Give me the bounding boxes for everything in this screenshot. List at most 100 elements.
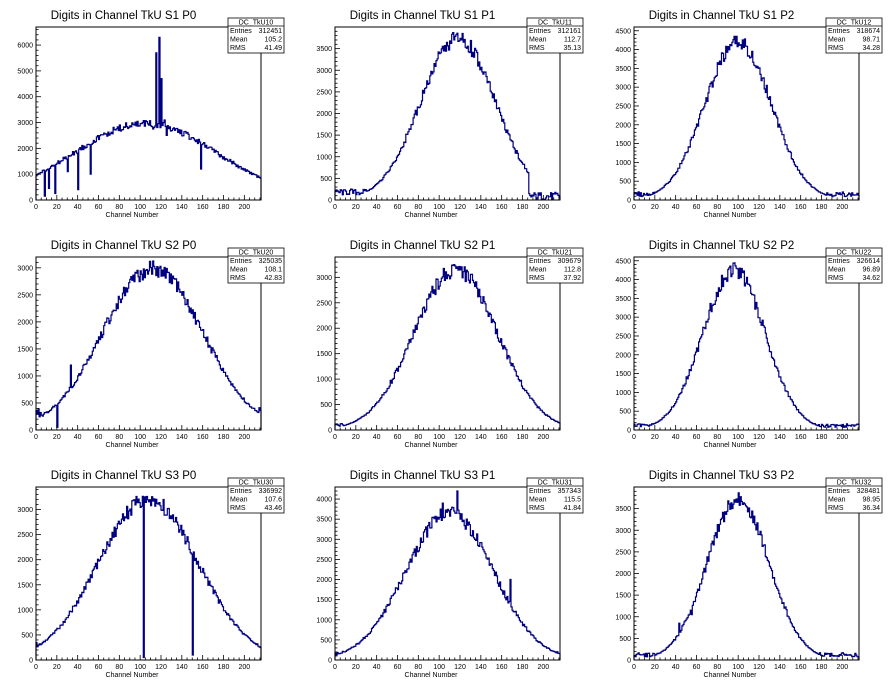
stats-label-rms: RMS: [828, 505, 844, 512]
stats-value-entries: 336992: [259, 488, 282, 495]
y-tick-label: 0: [29, 428, 33, 435]
x-tick-label: 180: [816, 664, 828, 671]
y-tick-label: 1500: [316, 351, 332, 358]
panel-title: Digits in Channel TkU S3 P0: [51, 470, 197, 482]
y-tick-label: 500: [619, 179, 631, 186]
x-tick-label: 100: [732, 434, 744, 441]
x-tick-label: 200: [238, 664, 250, 671]
stats-value-entries: 318674: [857, 28, 880, 35]
x-tick-label: 200: [537, 204, 549, 211]
panel-title: Digits in Channel TkU S2 P1: [350, 240, 496, 252]
histogram-panel-9: Digits in Channel TkU S3 P2 0 20 40 60 80 100 1…: [615, 470, 883, 679]
y-tick-label: 500: [619, 636, 631, 643]
y-tick-label: 2000: [615, 352, 631, 359]
x-tick-label: 40: [672, 204, 680, 211]
x-tick-label: 160: [496, 204, 508, 211]
x-tick-label: 60: [693, 204, 701, 211]
y-tick-label: 5000: [17, 68, 33, 75]
y-tick-label: 3500: [316, 517, 332, 524]
x-tick-label: 80: [713, 204, 721, 211]
histogram-series: [633, 492, 860, 660]
x-tick-label: 160: [795, 434, 807, 441]
plot-frame: [35, 26, 262, 201]
stats-value-rms: 36.34: [862, 505, 880, 512]
x-tick-label: 60: [394, 204, 402, 211]
stats-value-rms: 35.13: [563, 45, 581, 52]
stats-name: DC_TkU20: [239, 250, 274, 257]
x-tick-label: 100: [433, 434, 445, 441]
x-tick-label: 120: [753, 204, 765, 211]
stats-label-mean: Mean: [529, 267, 547, 274]
y-tick-label: 0: [29, 198, 33, 205]
x-tick-label: 100: [134, 664, 146, 671]
stats-value-mean: 107.6: [264, 497, 282, 504]
x-tick-label: 180: [517, 204, 529, 211]
y-tick-label: 1500: [316, 133, 332, 140]
histogram-panel-3: Digits in Channel TkU S1 P2 0 20 40 60 80 100 1…: [615, 10, 883, 219]
y-tick-label: 0: [328, 198, 332, 205]
histogram-panel-1: Digits in Channel TkU S1 P0 0 20 40 60 80 100 1…: [17, 10, 285, 219]
x-tick-label: 200: [836, 664, 848, 671]
x-tick-label: 60: [394, 434, 402, 441]
stats-name: DC_TkU32: [837, 480, 872, 487]
x-tick-label: 60: [693, 664, 701, 671]
histogram-series: [35, 495, 262, 660]
stats-label-mean: Mean: [230, 267, 248, 274]
stats-value-mean: 112.8: [564, 267, 581, 274]
x-tick-label: 0: [632, 204, 636, 211]
y-tick-label: 3000: [17, 120, 33, 127]
x-tick-label: 160: [496, 664, 508, 671]
x-tick-label: 0: [34, 434, 38, 441]
x-tick-label: 120: [454, 664, 466, 671]
x-tick-label: 80: [115, 204, 123, 211]
panel-title: Digits in Channel TkU S1 P0: [51, 10, 197, 22]
stats-value-rms: 34.28: [862, 45, 880, 52]
y-tick-label: 4000: [615, 277, 631, 284]
stats-name: DC_TkU30: [239, 480, 274, 487]
x-tick-label: 0: [632, 664, 636, 671]
plot-frame: [35, 486, 262, 661]
x-tick-label: 80: [115, 664, 123, 671]
y-tick-label: 2000: [316, 326, 332, 333]
y-tick-label: 2500: [615, 103, 631, 110]
x-tick-label: 120: [155, 204, 167, 211]
x-tick-label: 180: [218, 664, 230, 671]
x-tick-label: 20: [352, 664, 360, 671]
y-tick-label: 2000: [17, 146, 33, 153]
y-tick-label: 1500: [316, 597, 332, 604]
stats-value-mean: 105.2: [264, 37, 282, 44]
x-tick-label: 120: [753, 664, 765, 671]
x-tick-label: 60: [95, 664, 103, 671]
stats-value-mean: 108.1: [264, 267, 282, 274]
y-tick-label: 4000: [316, 497, 332, 504]
x-tick-label: 180: [517, 434, 529, 441]
x-tick-label: 80: [713, 664, 721, 671]
stats-label-rms: RMS: [529, 505, 545, 512]
stats-value-entries: 357343: [558, 488, 581, 495]
stats-value-entries: 312451: [259, 28, 282, 35]
y-tick-label: 1000: [17, 373, 33, 380]
stats-value-rms: 43.46: [264, 505, 282, 512]
y-tick-label: 2000: [17, 557, 33, 564]
x-tick-label: 160: [197, 434, 209, 441]
stats-value-entries: 325035: [259, 258, 282, 265]
y-tick-label: 500: [320, 637, 332, 644]
stats-value-rms: 34.62: [862, 275, 880, 282]
x-tick-label: 20: [352, 434, 360, 441]
histogram-series: [633, 35, 860, 200]
stats-label-entries: Entries: [529, 258, 551, 265]
x-tick-label: 80: [414, 434, 422, 441]
stats-label-entries: Entries: [828, 488, 850, 495]
x-tick-label: 0: [333, 434, 337, 441]
x-tick-label: 160: [197, 204, 209, 211]
x-tick-label: 180: [517, 664, 529, 671]
x-tick-label: 40: [373, 204, 381, 211]
x-tick-label: 80: [713, 434, 721, 441]
y-tick-label: 1000: [17, 607, 33, 614]
plot-frame: [35, 256, 262, 431]
x-tick-label: 80: [414, 204, 422, 211]
y-tick-label: 3500: [316, 46, 332, 53]
x-tick-label: 180: [218, 204, 230, 211]
y-tick-label: 0: [627, 658, 631, 665]
